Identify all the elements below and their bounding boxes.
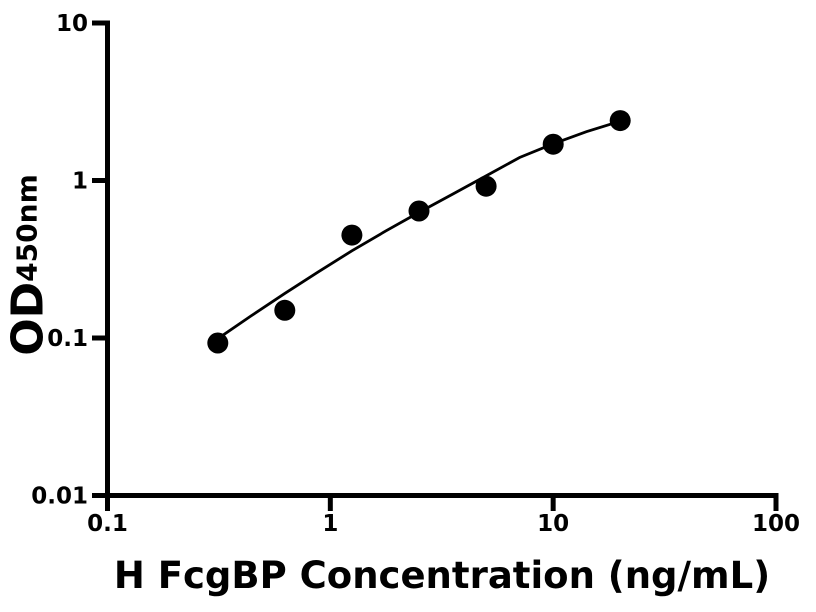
- data-point-marker: [408, 200, 430, 222]
- y-tick-label: 0.01: [31, 484, 88, 510]
- y-tick-label: 10: [56, 11, 88, 37]
- data-point-marker: [475, 175, 497, 197]
- x-tick-label: 1: [322, 511, 338, 537]
- data-point-marker: [274, 299, 296, 321]
- y-axis-title-main: OD: [2, 281, 54, 356]
- y-tick-label: 0.1: [47, 326, 88, 352]
- x-tick-label: 100: [752, 511, 800, 537]
- y-axis-title: OD450nm: [3, 174, 54, 356]
- y-tick-label: 1: [72, 169, 88, 195]
- data-point-marker: [609, 110, 631, 132]
- x-tick-label: 0.1: [87, 511, 128, 537]
- data-point-marker: [542, 133, 564, 155]
- x-axis-title: H FcgBP Concentration (ng/mL): [113, 554, 771, 597]
- data-point-marker: [341, 224, 363, 246]
- data-point-marker: [207, 332, 229, 354]
- y-axis-title-subscript: 450nm: [10, 174, 44, 282]
- x-tick-label: 10: [537, 511, 569, 537]
